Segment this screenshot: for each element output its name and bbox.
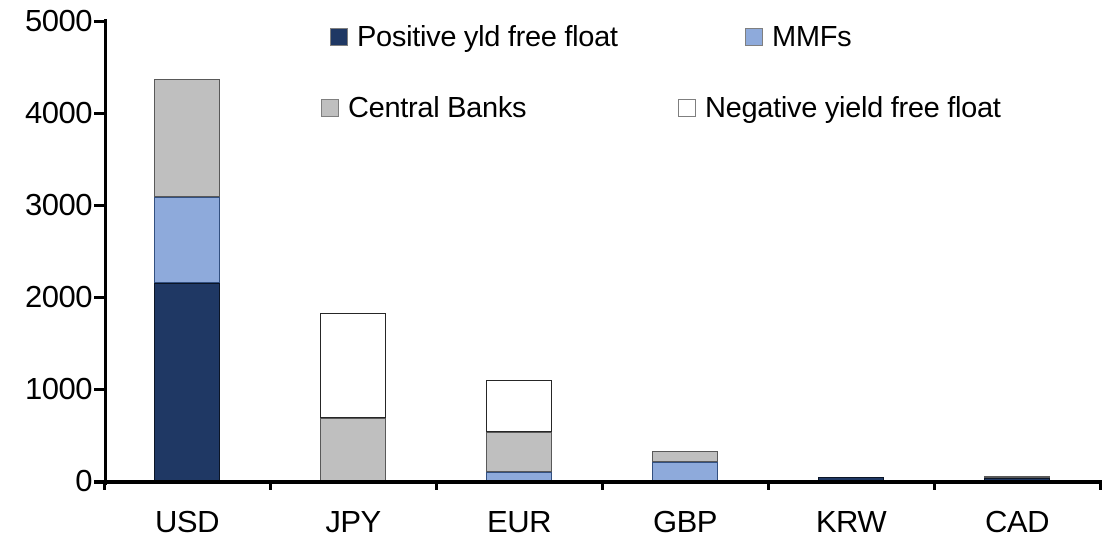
- y-axis-tick-label: 3000: [25, 187, 92, 222]
- x-axis-category-label-jpy: JPY: [325, 504, 381, 539]
- legend-label: Negative yield free float: [705, 92, 1001, 124]
- legend-swatch-negative-yield-free-float: [678, 99, 696, 117]
- bar-segment-eur-series3: [486, 379, 552, 433]
- y-axis-tick-label: 0: [75, 463, 92, 498]
- x-axis-tick-mark: [434, 481, 438, 490]
- y-axis-tick-mark: [94, 19, 104, 23]
- y-axis-tick-mark: [94, 203, 104, 207]
- legend-swatch-central-banks: [321, 99, 339, 117]
- y-axis-tick-label: 1000: [25, 371, 92, 406]
- x-axis-tick-mark: [268, 481, 272, 490]
- y-axis-tick-mark: [94, 295, 104, 299]
- y-axis-tick-mark: [94, 111, 104, 115]
- x-axis-category-label-krw: KRW: [815, 504, 887, 539]
- bar-segment-eur-series2: [486, 432, 552, 472]
- y-axis-tick-label: 4000: [25, 95, 92, 130]
- x-axis-tick-mark: [1098, 481, 1102, 490]
- y-axis-tick-label: 2000: [25, 279, 92, 314]
- x-axis-category-label-usd: USD: [155, 504, 219, 539]
- bar-segment-jpy-series3: [320, 312, 386, 418]
- x-axis-tick-mark: [932, 481, 936, 490]
- legend-label: Central Banks: [348, 92, 527, 124]
- legend-item-positive-yld-free-float: Positive yld free float: [330, 22, 618, 52]
- bar-segment-jpy-series2: [320, 417, 386, 481]
- bar-segment-gbp-series2: [652, 450, 718, 462]
- legend-swatch-mmfs: [745, 28, 763, 46]
- bar-segment-usd-series1: [154, 196, 220, 284]
- x-axis-category-label-eur: EUR: [487, 504, 551, 539]
- legend-item-negative-yield-free-float: Negative yield free float: [678, 93, 1001, 123]
- y-axis-tick-mark: [94, 387, 104, 391]
- x-axis-category-label-cad: CAD: [985, 504, 1049, 539]
- x-axis-category-label-gbp: GBP: [653, 504, 717, 539]
- legend-swatch-positive-yld-free-float: [330, 28, 348, 46]
- y-axis-tick-label: 5000: [25, 3, 92, 38]
- x-axis-tick-mark: [102, 481, 106, 490]
- x-axis-tick-mark: [766, 481, 770, 490]
- legend-label: Positive yld free float: [357, 21, 618, 53]
- legend-label: MMFs: [772, 21, 852, 53]
- bar-segment-usd-series0: [154, 283, 220, 481]
- legend-item-mmfs: MMFs: [745, 21, 852, 53]
- x-axis-line: [94, 480, 1102, 484]
- bar-segment-usd-series2: [154, 78, 220, 197]
- legend-item-central-banks: Central Banks: [321, 92, 527, 124]
- x-axis-tick-mark: [600, 481, 604, 490]
- y-axis-line: [104, 19, 107, 485]
- bar-segment-gbp-series1: [652, 461, 718, 481]
- bar-segment-cad-series2: [984, 475, 1050, 479]
